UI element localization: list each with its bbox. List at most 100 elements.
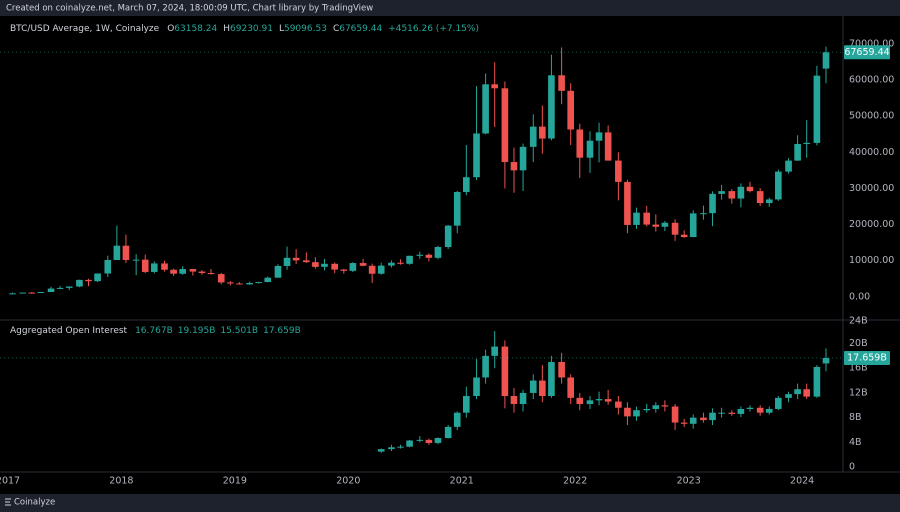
candle-body xyxy=(482,355,489,378)
candle-body xyxy=(388,447,395,450)
candle-body xyxy=(349,263,357,271)
legend-value: 59096.53 xyxy=(284,24,327,34)
candle-body xyxy=(491,346,498,356)
candle-body xyxy=(633,212,640,225)
candle-body xyxy=(529,380,537,393)
candle-body xyxy=(473,133,480,178)
candles xyxy=(9,46,830,295)
candle-body xyxy=(765,408,773,413)
candle-body xyxy=(453,192,461,226)
legend-value: 15.501B xyxy=(220,326,258,336)
candle-body xyxy=(406,440,413,447)
candle-body xyxy=(122,245,130,260)
candle-body xyxy=(198,271,206,274)
candle-body xyxy=(444,426,452,439)
legend-key: H xyxy=(223,24,230,34)
candle-body xyxy=(539,126,546,139)
candle-body xyxy=(434,438,442,443)
candle-body xyxy=(425,439,433,443)
candle-body xyxy=(785,394,792,398)
y-tick-label: 0 xyxy=(849,462,855,473)
candle-body xyxy=(65,286,73,288)
logo xyxy=(5,498,11,506)
candle-body xyxy=(28,292,36,294)
candle-body xyxy=(548,362,555,396)
candle-body xyxy=(785,160,792,172)
candle-body xyxy=(519,392,527,405)
x-tick-label: 2024 xyxy=(790,476,814,487)
candle-body xyxy=(576,129,584,158)
candle-body xyxy=(765,199,773,204)
candle-body xyxy=(47,288,55,292)
candle-body xyxy=(510,396,518,405)
candle-body xyxy=(671,222,679,235)
candle-body xyxy=(85,279,92,282)
legend-value: 63158.24 xyxy=(174,24,217,34)
candles xyxy=(377,331,830,453)
candle-body xyxy=(482,84,489,134)
candle-body xyxy=(491,84,498,89)
candle-body xyxy=(813,366,821,397)
candle-body xyxy=(529,126,537,147)
y-tick-label: 60000.00 xyxy=(849,74,894,85)
chart-area xyxy=(0,16,900,494)
candle-body xyxy=(425,254,433,258)
candle-body xyxy=(813,75,821,143)
candle-body xyxy=(463,396,470,413)
legend-value: 19.195B xyxy=(178,326,216,336)
candle-body xyxy=(331,263,339,270)
candle-body xyxy=(661,222,669,227)
candle-body xyxy=(746,407,754,409)
candle-body xyxy=(312,262,319,267)
pane-legend: BTC/USD Average, 1W, Coinalyze O63158.24 H… xyxy=(10,24,479,34)
candle-body xyxy=(377,265,385,274)
candle-body xyxy=(539,380,546,396)
candle-body xyxy=(397,262,404,264)
candle-body xyxy=(604,132,612,161)
candle-body xyxy=(434,246,442,258)
candle-body xyxy=(397,446,404,448)
y-tick-label: 24B xyxy=(849,316,868,327)
candle-body xyxy=(179,269,186,274)
legend-value: 69230.91 xyxy=(230,24,273,34)
candle-body xyxy=(113,245,121,260)
candle-body xyxy=(728,191,736,199)
candle-body xyxy=(709,193,716,214)
candle-body xyxy=(567,90,575,130)
bottom-bar xyxy=(0,494,900,512)
candle-body xyxy=(576,397,584,405)
candle-body xyxy=(718,191,725,194)
candle-body xyxy=(189,269,197,272)
candle-body xyxy=(680,234,688,238)
candle-body xyxy=(274,265,282,278)
candle-body xyxy=(737,408,745,414)
candle-body xyxy=(368,265,376,274)
candle-body xyxy=(444,225,452,247)
candle-body xyxy=(595,132,603,141)
last-value-box xyxy=(844,350,890,365)
candle-body xyxy=(633,410,640,417)
candle-body xyxy=(794,143,801,161)
legend-key: L xyxy=(279,24,284,34)
candle-body xyxy=(689,417,697,424)
candle-body xyxy=(217,274,225,283)
y-tick-label: 20000.00 xyxy=(849,219,894,230)
candle-body xyxy=(321,263,328,267)
legend-value: 67659.44 xyxy=(339,24,382,34)
x-tick-label: 2018 xyxy=(109,476,133,487)
candle-body xyxy=(728,412,736,414)
candle-body xyxy=(76,279,83,287)
candle-body xyxy=(377,449,385,452)
candle-body xyxy=(56,287,64,289)
y-tick-label: 70000.00 xyxy=(849,38,894,49)
candle-body xyxy=(340,269,348,271)
candle-body xyxy=(246,282,253,285)
y-tick-label: 12B xyxy=(849,387,868,398)
y-tick-label: 8B xyxy=(849,412,862,423)
y-tick-label: 0.00 xyxy=(849,291,870,302)
candle-body xyxy=(624,407,631,417)
legend-title: Aggregated Open Interest xyxy=(10,326,128,336)
candle-body xyxy=(652,405,660,409)
legend-value: 16.767B xyxy=(135,326,173,336)
candle-body xyxy=(406,255,413,264)
